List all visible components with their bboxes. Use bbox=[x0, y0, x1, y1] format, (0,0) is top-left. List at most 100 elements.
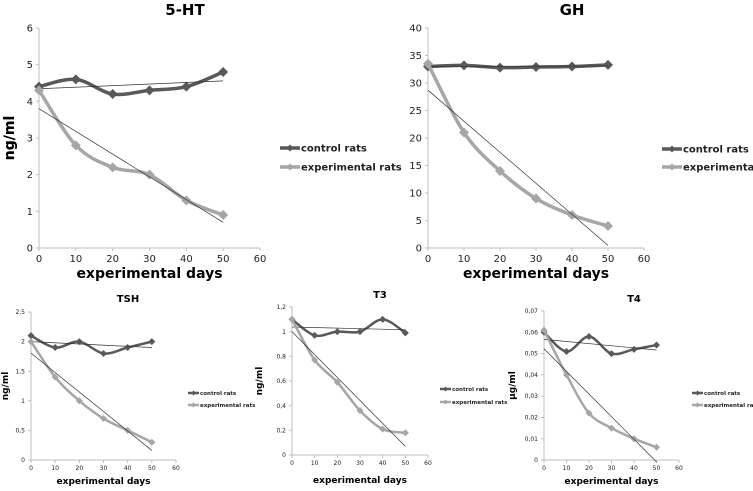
legend-label: experimental rats bbox=[683, 163, 753, 174]
data-point bbox=[586, 333, 593, 340]
legend-label: experimental rats bbox=[452, 400, 508, 406]
x-axis-label: experimental days bbox=[76, 266, 222, 282]
legend-label: experimental rats bbox=[301, 163, 402, 174]
x-tick-label: 30 bbox=[100, 465, 108, 472]
series-control-rats: control rats bbox=[28, 332, 237, 397]
y-tick-label: 1,5 bbox=[15, 368, 25, 375]
data-point bbox=[459, 60, 469, 70]
chart-title: GH bbox=[560, 1, 585, 19]
series-line bbox=[39, 90, 223, 215]
legend-marker bbox=[695, 391, 700, 396]
data-point bbox=[71, 74, 81, 84]
y-tick-label: 35 bbox=[409, 51, 422, 62]
legend-label: control rats bbox=[200, 391, 237, 397]
x-tick-label: 20 bbox=[106, 254, 119, 265]
y-tick-label: 5 bbox=[416, 216, 422, 227]
x-tick-label: 60 bbox=[172, 465, 180, 472]
series-control-rats: control rats bbox=[34, 67, 367, 155]
data-point bbox=[531, 62, 541, 72]
y-tick-label: 0,4 bbox=[276, 403, 286, 410]
x-tick-label: 60 bbox=[638, 254, 651, 265]
data-point bbox=[563, 348, 570, 355]
data-point bbox=[148, 338, 155, 345]
y-tick-label: 0,5 bbox=[15, 428, 25, 435]
x-tick-label: 0 bbox=[29, 465, 33, 472]
y-tick-label: 3 bbox=[27, 134, 33, 145]
x-tick-label: 30 bbox=[608, 465, 616, 472]
y-tick-label: 0 bbox=[282, 452, 286, 459]
y-tick-label: 0,2 bbox=[276, 427, 286, 434]
data-point bbox=[124, 344, 131, 351]
legend-marker bbox=[287, 164, 294, 171]
data-point bbox=[100, 350, 107, 357]
legend-label: experimental rats bbox=[704, 403, 753, 409]
y-tick-label: 2 bbox=[27, 170, 33, 181]
y-tick-label: 0,8 bbox=[276, 353, 286, 360]
y-axis-label: µg/ml bbox=[508, 371, 518, 400]
x-tick-label: 40 bbox=[180, 254, 193, 265]
x-axis-label: experimental days bbox=[565, 477, 659, 486]
x-tick-label: 40 bbox=[124, 465, 132, 472]
y-tick-label: 1 bbox=[282, 329, 286, 336]
data-point bbox=[52, 344, 59, 351]
y-tick-label: 0 bbox=[534, 457, 538, 464]
legend-marker bbox=[191, 403, 196, 408]
data-point bbox=[567, 62, 577, 72]
data-point bbox=[357, 328, 364, 335]
legend-label: control rats bbox=[683, 145, 749, 156]
x-tick-label: 20 bbox=[76, 465, 84, 472]
x-tick-label: 20 bbox=[494, 254, 507, 265]
y-axis-label: ng/ml bbox=[1, 372, 11, 401]
data-point bbox=[603, 60, 613, 70]
x-tick-label: 50 bbox=[148, 465, 156, 472]
y-axis-label: ng/ml bbox=[2, 116, 18, 161]
y-tick-label: 0,06 bbox=[525, 329, 539, 336]
x-tick-label: 0 bbox=[36, 254, 42, 265]
x-tick-label: 50 bbox=[653, 465, 661, 472]
trendline bbox=[292, 332, 405, 447]
data-point bbox=[402, 429, 409, 436]
y-axis-label: ng/ml bbox=[255, 367, 265, 396]
data-point bbox=[218, 210, 228, 220]
chart-title: 5-HT bbox=[165, 1, 205, 19]
series-line bbox=[39, 72, 223, 94]
y-tick-label: 15 bbox=[409, 161, 422, 172]
data-point bbox=[218, 67, 228, 77]
chart-title: T3 bbox=[373, 290, 387, 301]
x-tick-label: 60 bbox=[254, 254, 267, 265]
x-tick-label: 10 bbox=[563, 465, 571, 472]
x-tick-label: 50 bbox=[602, 254, 615, 265]
series-control-rats: control rats bbox=[289, 316, 489, 393]
y-tick-label: 6 bbox=[27, 24, 33, 35]
x-tick-label: 60 bbox=[675, 465, 683, 472]
x-tick-label: 0 bbox=[290, 460, 294, 467]
data-point bbox=[181, 82, 191, 92]
data-point bbox=[379, 316, 386, 323]
x-tick-label: 30 bbox=[356, 460, 364, 467]
legend-marker bbox=[443, 387, 448, 392]
data-point bbox=[653, 444, 660, 451]
x-tick-label: 40 bbox=[379, 460, 387, 467]
x-tick-label: 10 bbox=[458, 254, 471, 265]
y-tick-label: 0,6 bbox=[276, 378, 286, 385]
trendline bbox=[31, 353, 152, 450]
trendline bbox=[428, 90, 608, 245]
x-tick-label: 30 bbox=[143, 254, 156, 265]
y-tick-label: 0,05 bbox=[525, 351, 539, 358]
x-tick-label: 0 bbox=[542, 465, 546, 472]
y-tick-label: 20 bbox=[409, 134, 422, 145]
y-tick-label: 0,02 bbox=[525, 415, 539, 422]
data-point bbox=[631, 346, 638, 353]
legend-marker bbox=[287, 145, 294, 152]
legend-marker bbox=[695, 403, 700, 408]
data-point bbox=[145, 85, 155, 95]
trendline bbox=[292, 327, 405, 330]
y-tick-label: 0,04 bbox=[525, 372, 539, 379]
y-tick-label: 30 bbox=[409, 79, 422, 90]
